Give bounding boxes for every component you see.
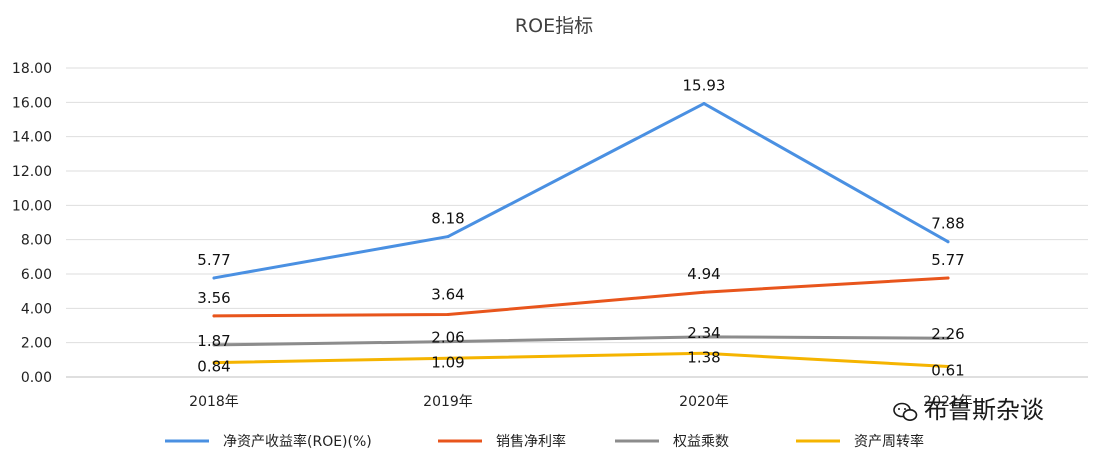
- series-line: [212, 351, 950, 369]
- data-point: [212, 276, 216, 280]
- data-labels: 5.77 8.18 15.93 7.88 3.56 3.64 4.94 5.77 1.87 2.0…: [197, 77, 964, 380]
- data-label: 1.09: [431, 353, 464, 371]
- data-point: [702, 102, 706, 106]
- data-label: 3.64: [431, 286, 464, 304]
- legend-label: 资产周转率: [854, 433, 924, 450]
- y-tick-label: 4.00: [21, 301, 52, 317]
- y-tick-label: 0.00: [21, 370, 52, 386]
- y-axis-ticks: 0.00 2.00 4.00 6.00 8.00 10.00 12.00 14.00 16.00…: [12, 61, 52, 386]
- data-point: [446, 356, 450, 360]
- data-point: [702, 290, 706, 294]
- data-label: 1.87: [197, 332, 230, 350]
- data-label: 0.84: [197, 358, 230, 376]
- y-tick-label: 6.00: [21, 267, 52, 283]
- data-label: 8.18: [431, 210, 464, 228]
- y-tick-label: 16.00: [12, 95, 52, 111]
- data-point: [946, 240, 950, 244]
- data-label: 5.77: [197, 251, 230, 269]
- y-tick-label: 10.00: [12, 198, 52, 214]
- series-line: [212, 335, 950, 347]
- data-label: 7.88: [931, 215, 964, 233]
- watermark-text: 布鲁斯杂谈: [924, 396, 1044, 424]
- data-point: [446, 340, 450, 344]
- y-tick-label: 18.00: [12, 61, 52, 77]
- data-label: 15.93: [683, 77, 726, 95]
- legend-label: 销售净利率: [496, 433, 566, 450]
- data-point: [446, 235, 450, 239]
- x-tick-label: 2018年: [189, 394, 239, 410]
- y-tick-label: 12.00: [12, 164, 52, 180]
- data-label: 2.26: [931, 325, 964, 343]
- data-point: [212, 361, 216, 365]
- x-tick-label: 2019年: [423, 394, 473, 410]
- y-tick-label: 2.00: [21, 336, 52, 352]
- data-label: 1.38: [687, 348, 720, 366]
- data-point: [946, 365, 950, 369]
- data-label: 5.77: [931, 251, 964, 269]
- data-point: [212, 314, 216, 318]
- data-point: [702, 335, 706, 339]
- x-axis-ticks: 2018年 2019年 2020年 2021年: [189, 394, 973, 410]
- data-point: [702, 351, 706, 355]
- legend-label: 净资产收益率(ROE)(%): [223, 433, 372, 450]
- data-label: 2.34: [687, 324, 720, 342]
- data-point: [946, 276, 950, 280]
- chart-title: ROE指标: [515, 15, 593, 37]
- legend: 净资产收益率(ROE)(%) 销售净利率 权益乘数 资产周转率: [165, 433, 924, 450]
- legend-label: 权益乘数: [673, 434, 729, 450]
- y-tick-label: 8.00: [21, 233, 52, 249]
- x-tick-label: 2020年: [679, 394, 729, 410]
- watermark: 布鲁斯杂谈: [893, 396, 1044, 424]
- data-point: [446, 313, 450, 317]
- x-tick-label: 2021年: [923, 394, 973, 410]
- series-line: [212, 276, 950, 318]
- data-point: [212, 343, 216, 347]
- data-label: 0.61: [931, 362, 964, 380]
- y-tick-label: 14.00: [12, 130, 52, 146]
- data-label: 4.94: [687, 265, 720, 283]
- wechat-icon: [893, 402, 918, 421]
- data-label: 3.56: [197, 289, 230, 307]
- data-point: [946, 336, 950, 340]
- data-label: 2.06: [431, 329, 464, 347]
- series-layer: [212, 102, 950, 369]
- series-line: [212, 102, 950, 280]
